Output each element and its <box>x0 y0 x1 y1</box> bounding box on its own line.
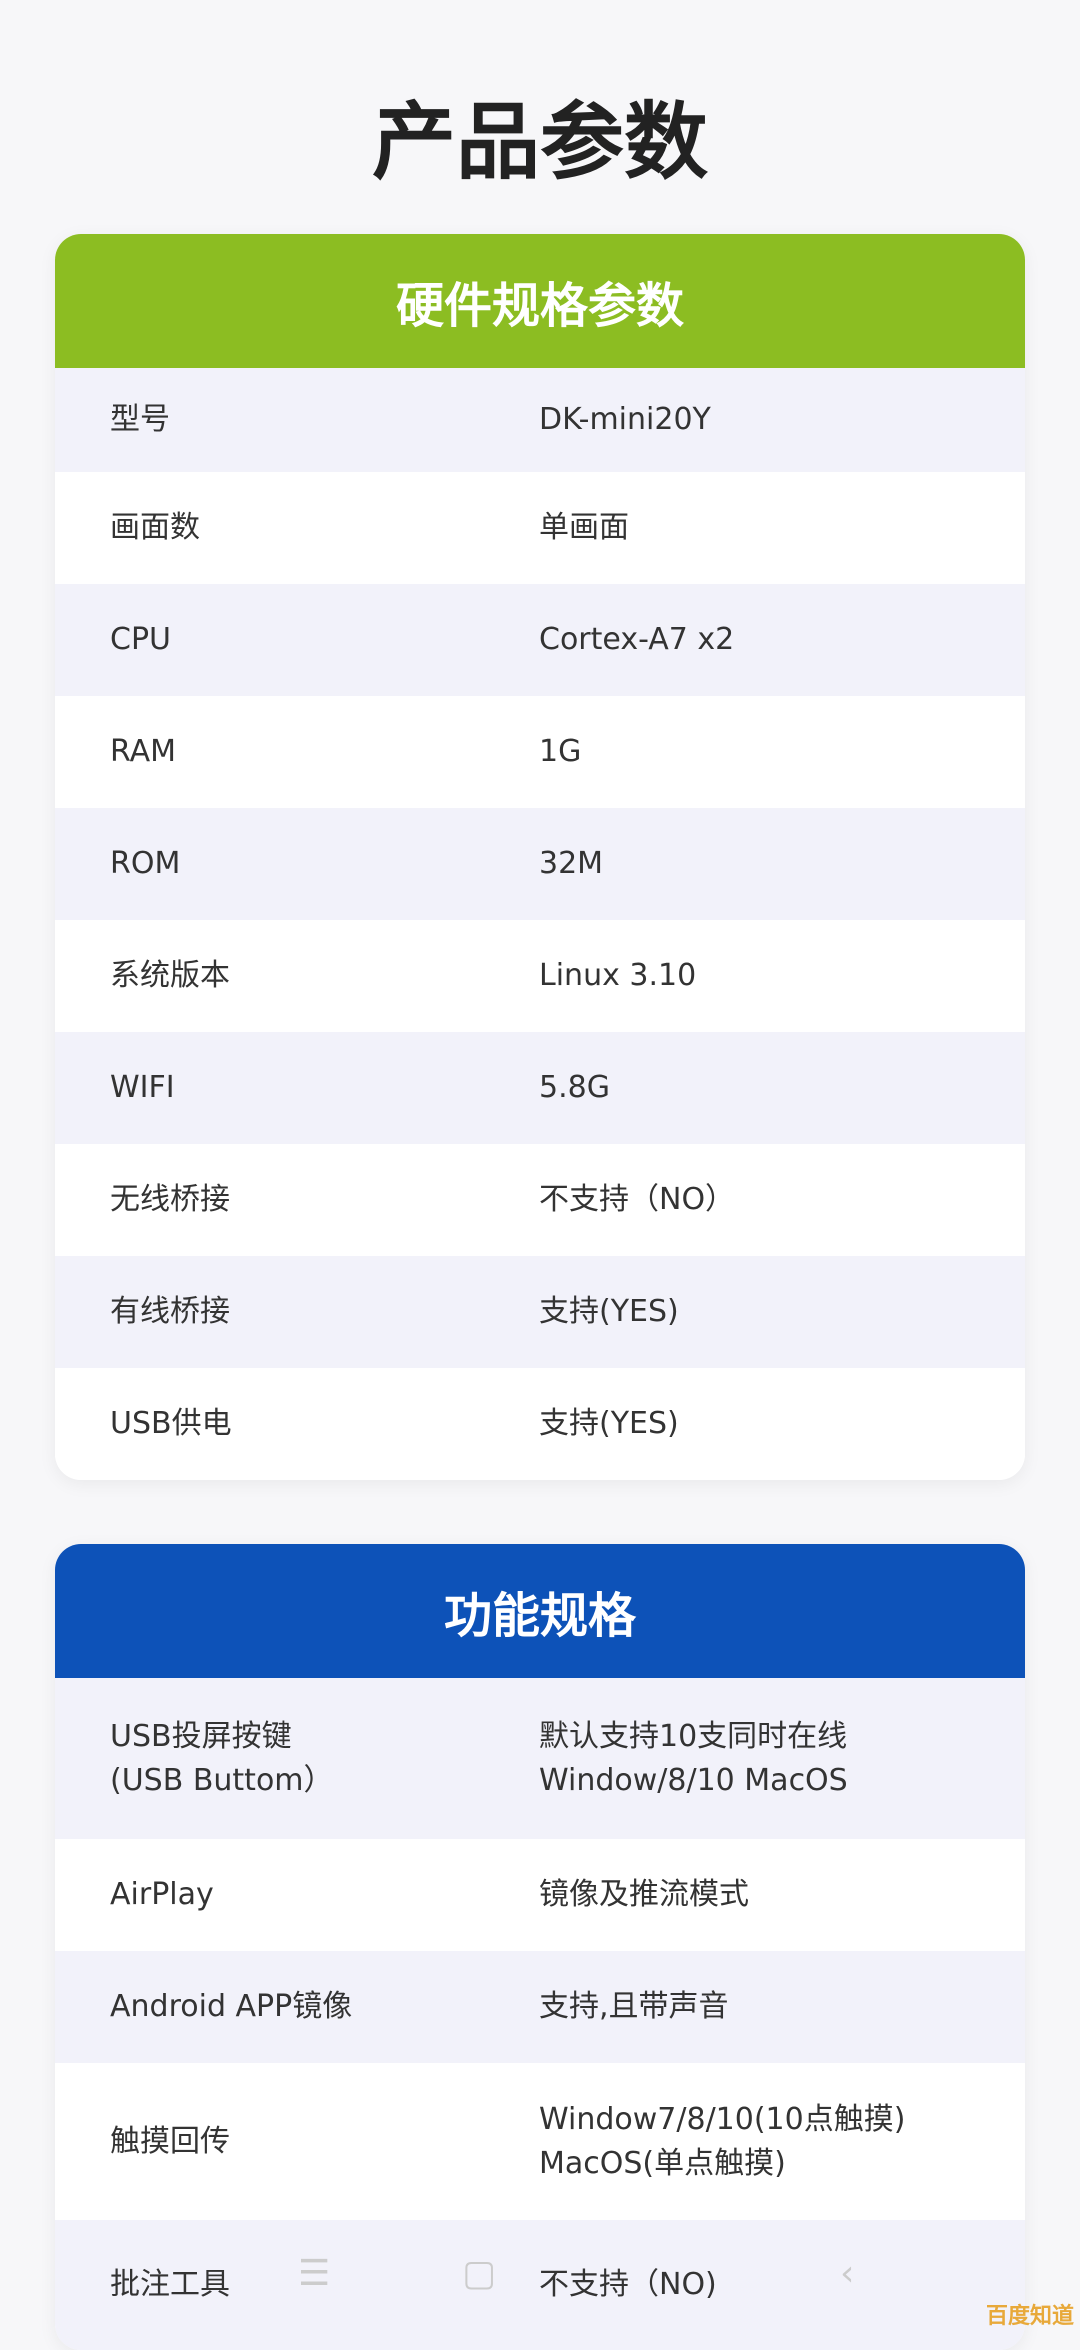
spec-label: 批注工具 <box>110 2267 230 2302</box>
spec-row: ROM 32M <box>55 808 1025 920</box>
spec-value: 32M <box>539 846 604 881</box>
spec-row: 触摸回传 Window7/8/10(10点触摸) MacOS(单点触摸) <box>55 2063 1025 2220</box>
spec-value: Cortex-A7 x2 <box>539 622 735 657</box>
watermark-logo: 百度知道 <box>985 2304 1074 2329</box>
spec-label: WIFI <box>110 1070 175 1105</box>
spec-value: Linux 3.10 <box>539 958 697 993</box>
spec-row: CPU Cortex-A7 x2 <box>55 584 1025 696</box>
spec-value: 不支持（NO） <box>539 1182 736 1217</box>
spec-label: AirPlay <box>110 1877 214 1912</box>
spec-row: 无线桥接 不支持（NO） <box>55 1144 1025 1256</box>
spec-label: USB供电 <box>110 1406 232 1441</box>
home-icon[interactable]: ▢ <box>462 2253 497 2294</box>
spec-value: 默认支持10支同时在线 Window/8/10 MacOS <box>539 1718 848 1798</box>
spec-value: 5.8G <box>539 1070 610 1105</box>
menu-icon[interactable]: ☰ <box>298 2253 331 2294</box>
spec-row: 批注工具 不支持（NO) <box>55 2220 1025 2350</box>
function-spec-card: 功能规格 USB投屏按键 (USB Buttom） 默认支持10支同时在线 Win… <box>55 1544 1025 2350</box>
spec-row: 型号 DK-mini20Y <box>55 368 1025 472</box>
page-title: 产品参数 <box>371 93 708 191</box>
spec-row: RAM 1G <box>55 696 1025 808</box>
spec-row: USB供电 支持(YES) <box>55 1368 1025 1480</box>
spec-value: 不支持（NO) <box>539 2267 717 2302</box>
spec-label: 有线桥接 <box>110 1294 230 1329</box>
spec-value: DK-mini20Y <box>539 402 711 437</box>
spec-row: USB投屏按键 (USB Buttom） 默认支持10支同时在线 Window/8… <box>55 1678 1025 1839</box>
back-icon[interactable]: ‹ <box>840 2253 855 2294</box>
spec-value: 1G <box>539 734 582 769</box>
spec-value: 单画面 <box>539 510 629 545</box>
spec-value: 支持,且带声音 <box>539 1989 729 2024</box>
spec-label: 型号 <box>110 402 170 437</box>
function-spec-header: 功能规格 <box>55 1544 1025 1678</box>
spec-label: 无线桥接 <box>110 1182 230 1217</box>
spec-row: AirPlay 镜像及推流模式 <box>55 1839 1025 1951</box>
spec-label: ROM <box>110 846 181 881</box>
spec-value: Window7/8/10(10点触摸) MacOS(单点触摸) <box>539 2101 906 2181</box>
spec-label: RAM <box>110 734 177 769</box>
spec-label: 触摸回传 <box>110 2123 230 2159</box>
spec-label: CPU <box>110 622 171 657</box>
spec-label: Android APP镜像 <box>110 1989 353 2024</box>
spec-label: 画面数 <box>110 510 200 545</box>
spec-value: 镜像及推流模式 <box>539 1877 749 1912</box>
spec-row: Android APP镜像 支持,且带声音 <box>55 1951 1025 2063</box>
spec-value: 支持(YES) <box>539 1294 679 1329</box>
spec-row: 有线桥接 支持(YES) <box>55 1256 1025 1368</box>
spec-row: WIFI 5.8G <box>55 1032 1025 1144</box>
spec-row: 系统版本 Linux 3.10 <box>55 920 1025 1032</box>
hardware-spec-header: 硬件规格参数 <box>55 234 1025 368</box>
spec-label: 系统版本 <box>110 958 230 993</box>
spec-row: 画面数 单画面 <box>55 472 1025 584</box>
spec-label: USB投屏按键 (USB Buttom） <box>110 1718 334 1798</box>
hardware-spec-card: 硬件规格参数 型号 DK-mini20Y 画面数 单画面 CPU Cortex-A7 x2… <box>55 234 1025 1480</box>
spec-value: 支持(YES) <box>539 1406 679 1441</box>
